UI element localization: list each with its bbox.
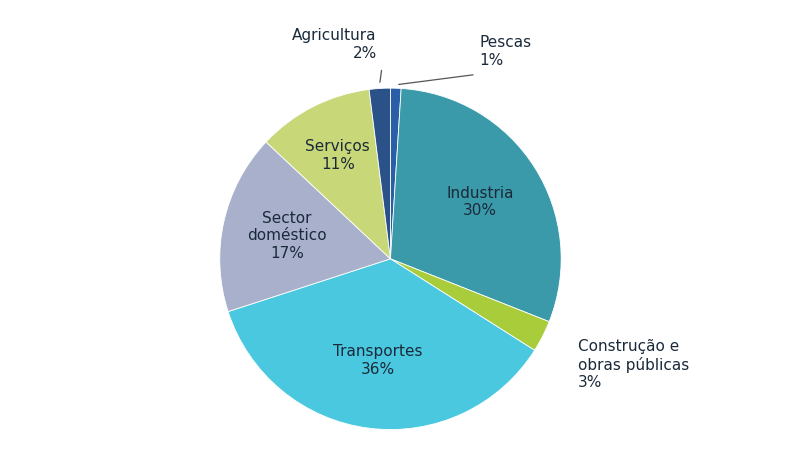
- Text: Pescas
1%: Pescas 1%: [480, 35, 531, 67]
- Text: Sector
doméstico
17%: Sector doméstico 17%: [247, 211, 327, 261]
- Text: Agricultura
2%: Agricultura 2%: [292, 28, 377, 61]
- Text: Industria
30%: Industria 30%: [446, 186, 514, 218]
- Text: Transportes
36%: Transportes 36%: [333, 344, 422, 377]
- Wedge shape: [390, 88, 561, 322]
- Wedge shape: [219, 142, 390, 312]
- Wedge shape: [390, 88, 401, 259]
- Text: Construção e
obras públicas
3%: Construção e obras públicas 3%: [579, 339, 689, 390]
- Wedge shape: [266, 89, 390, 259]
- Wedge shape: [390, 259, 549, 350]
- Text: Serviços
11%: Serviços 11%: [306, 139, 370, 171]
- Wedge shape: [369, 88, 390, 259]
- Wedge shape: [228, 259, 535, 429]
